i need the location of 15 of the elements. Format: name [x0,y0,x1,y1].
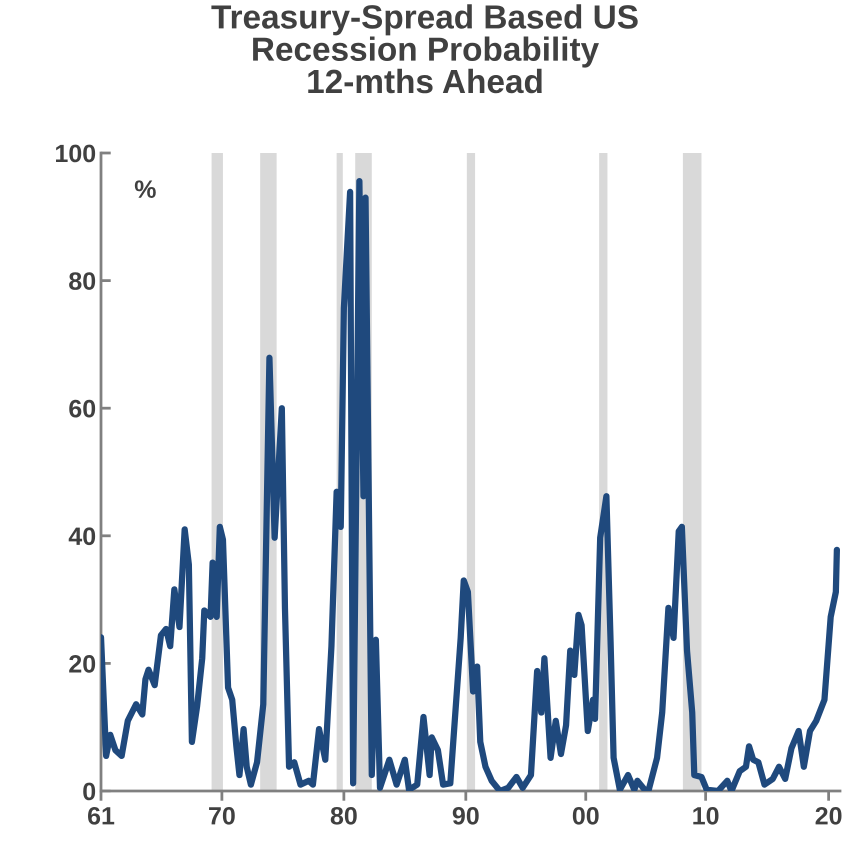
y-tick-label: 100 [56,144,96,162]
x-tick-label: 00 [572,806,599,825]
y-tick-label: 60 [69,400,96,418]
y-tick-label: 40 [68,527,96,546]
x-tick-label: 61 [88,806,114,825]
x-tick-label: 80 [330,806,357,825]
y-tick-label: 20 [69,655,96,673]
y-tick-label: 80 [69,272,96,290]
x-tick-label: 90 [452,806,479,825]
y-tick-label: 0 [83,782,96,800]
x-tick-label: 20 [816,806,842,825]
x-tick-label: 10 [693,806,719,825]
chart-title: Treasury-Spread Based US Recession Probability 12-mths Ahead [211,4,638,94]
y-axis-title: % [134,180,156,198]
x-tick-label: 70 [209,806,235,825]
